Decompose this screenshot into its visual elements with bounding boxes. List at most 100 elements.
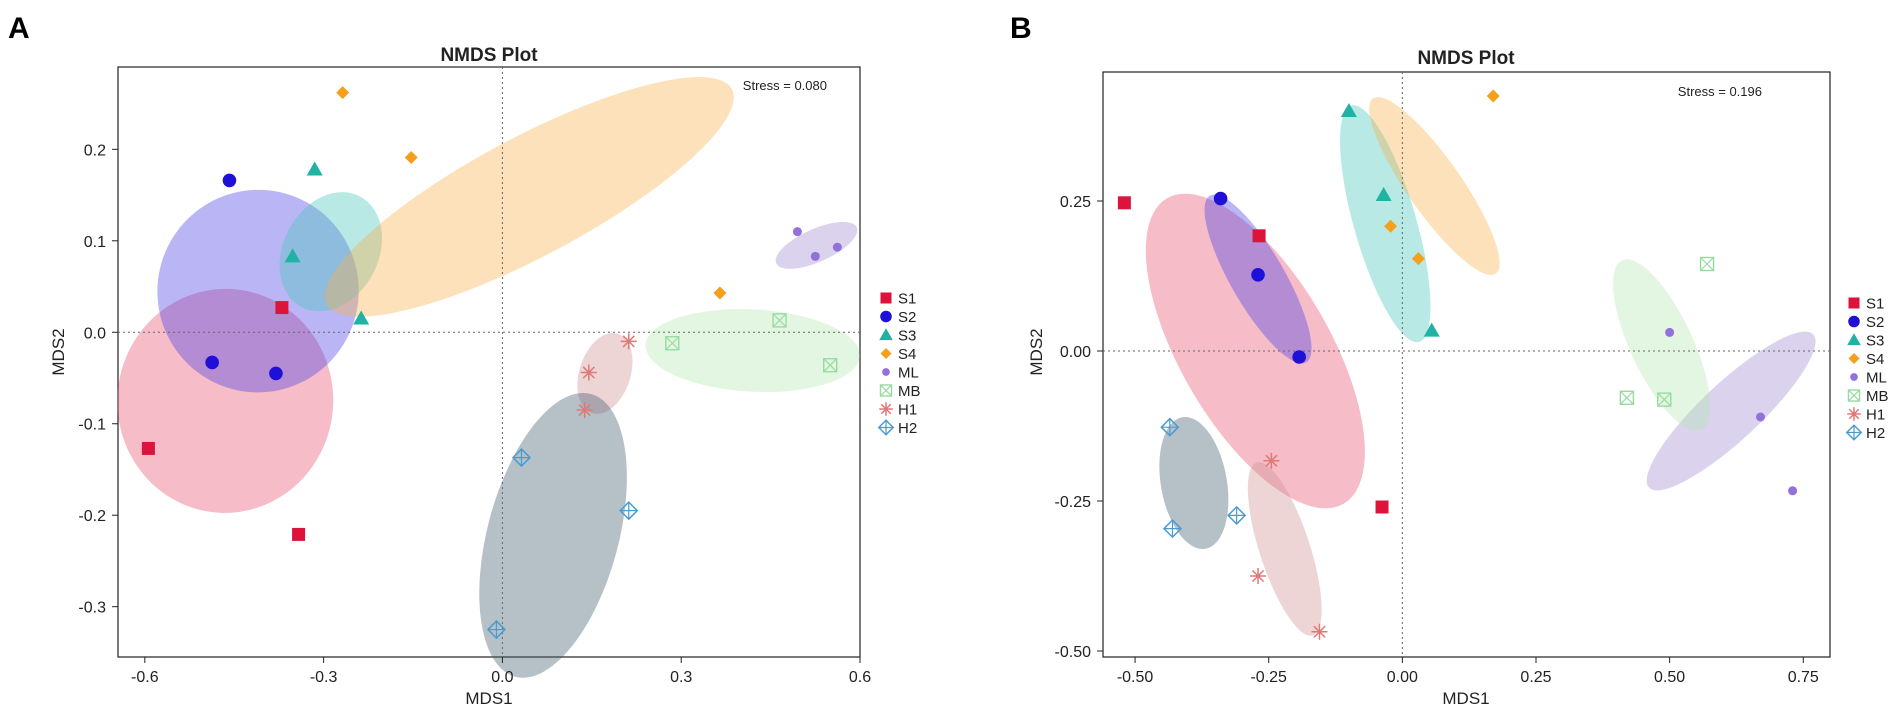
panel-b-legend-key-s1 — [1848, 297, 1860, 309]
panel-b-y-tick-label: 0.00 — [1060, 344, 1091, 361]
panel-b-point-s1-3 — [1375, 500, 1389, 514]
panel-b-point-h1-2 — [1250, 568, 1267, 584]
panel-a-ellipse-s4 — [324, 77, 734, 317]
panel-a-x-tick-label: 0.0 — [491, 669, 513, 686]
panel-a-point-h1-1 — [620, 333, 637, 350]
panel-a-legend-key-h1 — [879, 402, 893, 416]
panel-a-plot-area — [117, 66, 861, 678]
panel-b-legend-key-s2 — [1848, 315, 1860, 328]
panel-a-legend-key-h2 — [877, 419, 895, 436]
panel-b-legend-label-s2: S2 — [1866, 314, 1884, 331]
panel-a-point-s3-1 — [306, 161, 323, 176]
panel-a-legend-label-h1: H1 — [898, 402, 917, 419]
panel-a-x-tick-label: -0.3 — [310, 669, 338, 686]
panel-b-x-tick-label: 0.25 — [1520, 669, 1551, 686]
panel-a-legend-label-s1: S1 — [898, 291, 916, 308]
panel-b-legend-key-h1 — [1847, 407, 1861, 421]
panel-b-legend-label-s3: S3 — [1866, 333, 1884, 350]
panel-a-x-tick-label: 0.3 — [670, 669, 692, 686]
panel-a-legend-label-s2: S2 — [898, 309, 916, 326]
panel-b-ellipse-s3 — [1339, 105, 1431, 343]
panel-b-point-ml-2 — [1756, 412, 1766, 422]
panel-b-legend-key-h2 — [1845, 424, 1863, 441]
panel-a-legend-key-s4 — [880, 347, 892, 360]
panel-b-plot-area — [1102, 71, 1831, 658]
panel-b-point-s4-2 — [1411, 252, 1425, 266]
panel-a-ellipse-s2 — [157, 189, 359, 393]
panel-b-point-mb-2 — [1657, 392, 1672, 407]
panel-b-point-h1-1 — [1263, 452, 1280, 469]
panel-b-point-s1-1 — [1117, 196, 1131, 210]
panel-a-point-ml-3 — [832, 242, 842, 252]
panel-b-point-s1-2 — [1252, 229, 1266, 243]
panel-a-ellipse-s1 — [117, 288, 334, 513]
panel-b-y-tick-label: -0.25 — [1055, 494, 1092, 511]
panel-b-x-tick-label: -0.25 — [1250, 669, 1287, 686]
panel-b-point-s3-2 — [1375, 187, 1392, 201]
panel-b-point-s4-1 — [1384, 219, 1398, 233]
panel-b-y-axis-label: MDS2 — [1027, 328, 1046, 375]
panel-b-ellipse-s4 — [1369, 97, 1500, 275]
panel-a-legend-label-s4: S4 — [898, 346, 916, 363]
panel-a-point-h1-3 — [576, 402, 593, 419]
panel-a-y-tick-label: -0.1 — [78, 417, 106, 434]
panel-b-frame — [1102, 71, 1831, 658]
panel-a-point-s3-3 — [353, 310, 370, 325]
panel-a-ellipse-ml — [775, 221, 858, 269]
panel-a-legend-label-mb: MB — [898, 383, 921, 400]
panel-a-ellipse-s3 — [279, 192, 383, 312]
panel-b-legend-key-s4 — [1848, 352, 1860, 365]
panel-b: B NMDS Plot Stress = 0.196 MDS1 MDS2 -0.… — [1010, 12, 1889, 708]
panel-b-legend-key-mb — [1847, 389, 1861, 402]
panel-a-x-axis-label: MDS1 — [465, 689, 512, 708]
panel-b-ellipse-mb — [1613, 259, 1711, 431]
panel-b-legend-label-s1: S1 — [1866, 296, 1884, 313]
panel-a-x-tick-label: -0.6 — [131, 669, 159, 686]
panel-a-point-mb-1 — [665, 336, 680, 351]
panel-b-ellipse-h1 — [1247, 462, 1322, 636]
panel-b-ellipse-h2 — [1159, 416, 1229, 550]
panel-b-ellipse-ml — [1646, 331, 1816, 491]
panel-a-stress: Stress = 0.080 — [743, 78, 827, 93]
panel-a-frame — [117, 66, 861, 658]
panel-b-point-h2-3 — [1227, 505, 1247, 525]
panel-a-legend-key-s3 — [879, 328, 893, 341]
panel-b-legend-label-h1: H1 — [1866, 407, 1885, 424]
panel-b-letter: B — [1010, 12, 1032, 45]
panel-a-point-s4-3 — [713, 286, 727, 300]
panel-a-point-s4-1 — [336, 86, 350, 100]
panel-a-legend-label-s3: S3 — [898, 328, 916, 345]
panel-a-ellipse-h2 — [479, 392, 627, 678]
panel-a-point-s4-2 — [404, 151, 418, 165]
panel-b-ticks: -0.50 -0.25 0.00 0.25 0.50 0.75 -0.50 -0.25 0.00… — [1055, 194, 1819, 686]
panel-a-point-ml-1 — [792, 227, 802, 237]
panel-b-point-ml-3 — [1788, 486, 1798, 496]
panel-a-point-s1-3 — [292, 527, 306, 541]
panel-a-y-tick-label: -0.3 — [78, 600, 106, 617]
panel-b-point-ml-1 — [1665, 327, 1675, 337]
panel-a: A NMDS Plot Stress = 0.080 MDS1 MDS2 -0.… — [8, 12, 921, 708]
panel-a-y-tick-label: 0.1 — [84, 234, 106, 251]
panel-a-point-s1-2 — [141, 441, 155, 455]
panel-b-point-s4-3 — [1486, 89, 1500, 103]
panel-a-y-tick-label: 0.2 — [84, 142, 106, 159]
panel-b-legend-label-s4: S4 — [1866, 351, 1884, 368]
panel-b-x-tick-label: 0.75 — [1788, 669, 1819, 686]
panel-b-x-tick-label: 0.00 — [1387, 669, 1418, 686]
panel-a-point-s2-2 — [205, 355, 219, 370]
panel-b-point-h2-2 — [1162, 519, 1183, 539]
panel-a-letter: A — [8, 12, 30, 45]
panel-a-point-s2-3 — [269, 366, 283, 381]
panel-a-legend-label-h2: H2 — [898, 420, 917, 437]
panel-b-legend-key-ml — [1850, 373, 1858, 381]
panel-a-title: NMDS Plot — [440, 45, 538, 66]
panel-a-point-h2-2 — [619, 501, 639, 521]
panel-b-point-mb-3 — [1699, 256, 1715, 272]
panel-b-x-axis-label: MDS1 — [1442, 689, 1489, 708]
panel-a-x-tick-label: 0.6 — [849, 669, 871, 686]
panel-a-point-s2-1 — [222, 173, 237, 188]
panel-a-legend-label-ml: ML — [898, 365, 919, 382]
panel-a-point-s3-2 — [284, 248, 301, 263]
panel-b-legend-key-s3 — [1847, 333, 1861, 346]
